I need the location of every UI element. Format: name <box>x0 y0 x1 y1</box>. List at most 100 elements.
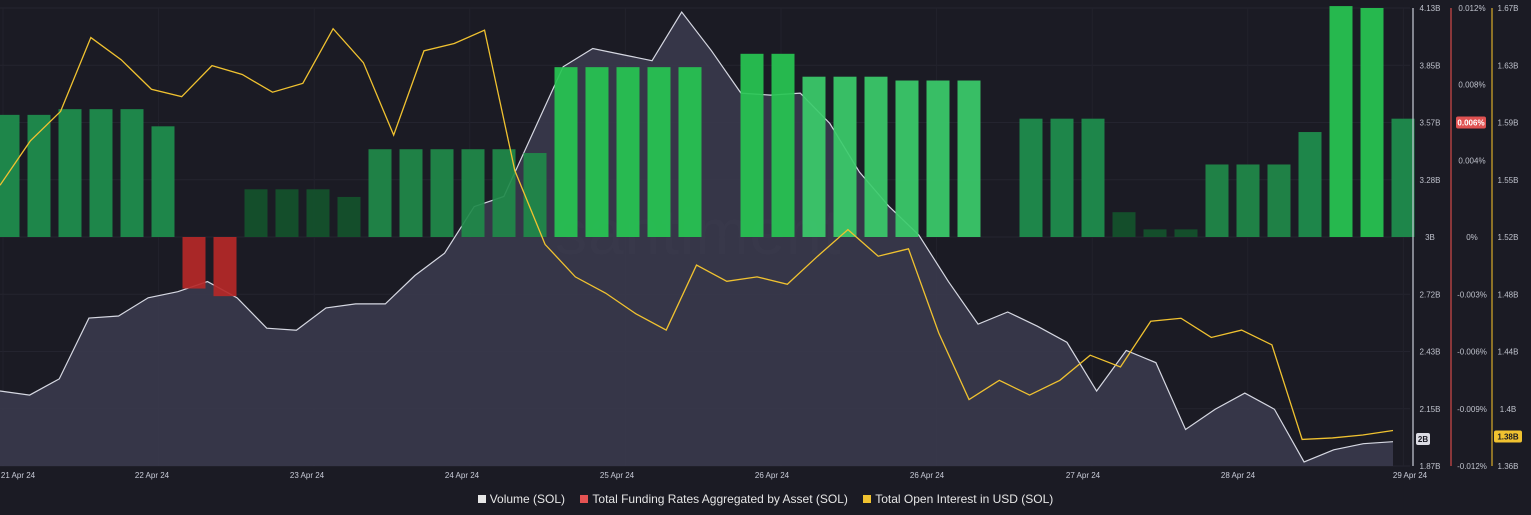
funding-bar <box>802 76 826 237</box>
open-interest-tick-label: 1.55B <box>1498 176 1519 185</box>
legend: Volume (SOL) Total Funding Rates Aggrega… <box>0 492 1531 506</box>
funding-bars-series <box>0 6 1415 297</box>
legend-swatch-funding <box>580 495 589 503</box>
funding-bar <box>0 114 20 237</box>
volume-tick-label: 3.85B <box>1420 61 1441 70</box>
open-interest-current-badge-label: 1.38B <box>1497 432 1519 441</box>
funding-bar <box>337 196 361 237</box>
legend-item-volume[interactable]: Volume (SOL) <box>477 492 566 506</box>
volume-tick-label: 4.13B <box>1420 4 1441 13</box>
funding-bar <box>1081 118 1105 237</box>
funding-bar <box>213 237 237 297</box>
open-interest-line <box>0 27 1394 441</box>
open-interest-tick-label: 1.63B <box>1498 61 1519 70</box>
open-interest-line-series <box>0 27 1394 441</box>
funding-bar <box>926 80 950 238</box>
funding-tick-label: -0.009% <box>1457 405 1487 414</box>
funding-bar <box>1267 164 1291 237</box>
funding-bar <box>554 67 578 238</box>
x-tick-label: 26 Apr 24 <box>910 471 945 480</box>
funding-bar <box>368 149 392 237</box>
funding-bar <box>1019 118 1043 237</box>
funding-current-badge-label: 0.006% <box>1457 119 1484 128</box>
volume-tick-label: 1.87B <box>1420 462 1441 471</box>
funding-bar <box>678 67 702 238</box>
funding-tick-label: -0.003% <box>1457 290 1487 299</box>
funding-bar <box>1112 212 1136 237</box>
funding-bar <box>833 76 857 237</box>
volume-tick-label: 3B <box>1425 233 1435 242</box>
funding-bar <box>864 76 888 237</box>
volume-tick-label: 2.72B <box>1420 290 1441 299</box>
funding-bar <box>430 149 454 237</box>
volume-tick-label: 2.43B <box>1420 348 1441 357</box>
funding-bar <box>306 189 330 237</box>
legend-label-funding: Total Funding Rates Aggregated by Asset … <box>592 492 848 506</box>
x-axis-labels: 21 Apr 24 22 Apr 24 23 Apr 24 24 Apr 24 25 A… <box>1 471 1428 480</box>
open-interest-tick-label: 1.52B <box>1498 233 1519 242</box>
funding-bar <box>895 80 919 238</box>
funding-bar <box>275 189 299 237</box>
funding-bar <box>151 126 175 237</box>
legend-label-volume: Volume (SOL) <box>489 492 566 506</box>
funding-bar <box>1329 6 1353 238</box>
legend-label-open-interest: Total Open Interest in USD (SOL) <box>875 492 1054 506</box>
funding-bar <box>1050 118 1074 237</box>
open-interest-tick-label: 1.4B <box>1500 405 1516 414</box>
funding-bar <box>616 67 640 238</box>
open-interest-tick-label: 1.67B <box>1498 4 1519 13</box>
funding-tick-label: 0.012% <box>1458 4 1485 13</box>
x-tick-label: 21 Apr 24 <box>1 471 36 480</box>
funding-current-badge <box>1456 116 1486 129</box>
volume-area-fill <box>0 12 1393 466</box>
funding-bar <box>1174 229 1198 237</box>
funding-bar <box>523 153 547 237</box>
funding-tick-label: 0% <box>1466 233 1478 242</box>
legend-swatch-open-interest <box>863 495 872 503</box>
funding-bar <box>585 67 609 238</box>
funding-bar <box>1236 164 1260 237</box>
axes: 4.13B 3.85B 3.57B 3.28B 3B 2.72B 2.43B 2.15B 1.8… <box>1412 4 1522 471</box>
x-tick-label: 25 Apr 24 <box>600 471 635 480</box>
open-interest-tick-label: 1.48B <box>1498 290 1519 299</box>
x-tick-label: 27 Apr 24 <box>1066 471 1101 480</box>
volume-tick-label: 3.28B <box>1420 176 1441 185</box>
funding-bar <box>89 109 113 237</box>
x-tick-label: 29 Apr 24 <box>1393 471 1428 480</box>
open-interest-tick-label: 1.59B <box>1498 119 1519 128</box>
x-tick-label: 28 Apr 24 <box>1221 471 1256 480</box>
funding-bar <box>1143 229 1167 237</box>
funding-bar <box>740 53 764 237</box>
x-tick-label: 24 Apr 24 <box>445 471 480 480</box>
funding-bar <box>492 149 516 237</box>
funding-bar <box>120 109 144 237</box>
funding-tick-label: -0.006% <box>1457 348 1487 357</box>
funding-bar <box>771 53 795 237</box>
volume-tick-label: 3.57B <box>1420 119 1441 128</box>
funding-bar <box>461 149 485 237</box>
funding-tick-label: -0.012% <box>1457 462 1487 471</box>
funding-bar <box>399 149 423 237</box>
funding-bar <box>1298 132 1322 237</box>
funding-bar <box>1205 164 1229 237</box>
funding-bar <box>27 114 51 237</box>
funding-tick-label: 0.008% <box>1458 80 1485 89</box>
funding-tick-label: 0.004% <box>1458 157 1485 166</box>
x-tick-label: 22 Apr 24 <box>135 471 170 480</box>
volume-current-badge <box>1416 433 1430 445</box>
legend-item-open-interest[interactable]: Total Open Interest in USD (SOL) <box>863 492 1053 506</box>
funding-bar <box>244 189 268 237</box>
legend-item-funding[interactable]: Total Funding Rates Aggregated by Asset … <box>580 492 848 506</box>
x-tick-label: 23 Apr 24 <box>290 471 325 480</box>
funding-bar <box>182 237 206 289</box>
volume-current-badge-label: 2B <box>1418 435 1428 444</box>
funding-bar <box>647 67 671 238</box>
funding-bar <box>1360 8 1384 237</box>
legend-swatch-volume <box>477 495 486 503</box>
funding-bar <box>957 80 981 238</box>
volume-tick-label: 2.15B <box>1420 405 1441 414</box>
open-interest-current-badge <box>1494 430 1522 443</box>
x-tick-label: 26 Apr 24 <box>755 471 790 480</box>
open-interest-tick-label: 1.36B <box>1498 462 1519 471</box>
